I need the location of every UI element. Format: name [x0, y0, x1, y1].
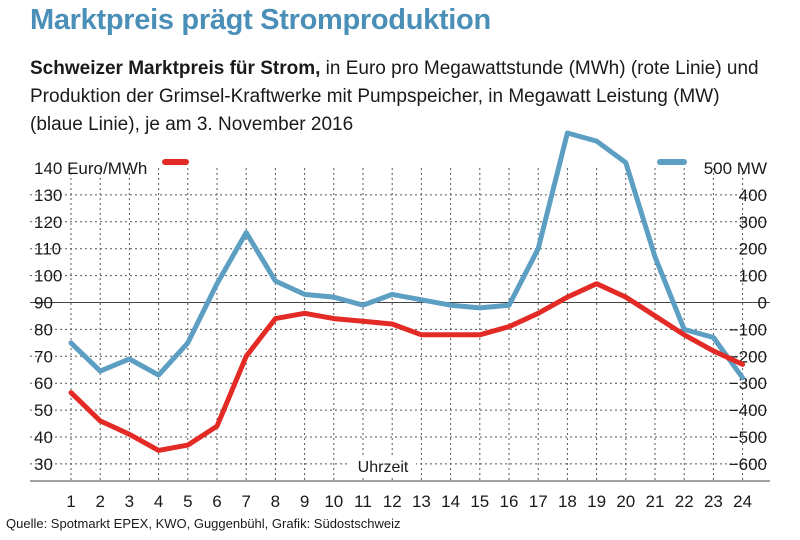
x-tick-label: 5 [183, 492, 192, 511]
x-tick-label: 17 [529, 492, 548, 511]
right-tick-label: −500 [729, 428, 767, 447]
x-tick-label: 3 [125, 492, 134, 511]
left-tick-label: 110 [34, 240, 61, 259]
chart-subtitle: Schweizer Marktpreis für Strom, in Euro … [30, 55, 770, 139]
x-tick-label: 23 [704, 492, 723, 511]
x-tick-label: 10 [324, 492, 343, 511]
x-tick-label: 8 [271, 492, 280, 511]
xlabel-background [350, 455, 416, 477]
chart-title: Marktpreis prägt Stromproduktion [30, 4, 491, 36]
left-tick-label: 90 [34, 294, 53, 313]
price-line-red [68, 281, 746, 453]
left-tick-label: 30 [34, 455, 53, 474]
x-tick-label: 1 [66, 492, 75, 511]
x-axis-label: Uhrzeit [358, 459, 409, 476]
left-tick-label: 70 [34, 347, 53, 366]
left-tick-label: 60 [34, 374, 53, 393]
left-tick-label: 50 [34, 401, 53, 420]
x-tick-label: 22 [675, 492, 694, 511]
left-axis-unit-label: 140 Euro/MWh [34, 159, 147, 178]
x-tick-label: 15 [470, 492, 489, 511]
right-tick-label: −400 [729, 401, 767, 420]
right-tick-label: −600 [729, 455, 767, 474]
subtitle-text: in Euro pro Megawattstunde (MWh) (rote L… [30, 58, 759, 135]
x-tick-label: 4 [154, 492, 163, 511]
left-tick-label: 120 [34, 213, 62, 232]
x-tick-label: 11 [354, 492, 372, 511]
x-tick-label: 20 [616, 492, 635, 511]
x-tick-label: 2 [95, 492, 104, 511]
left-tick-label: 130 [34, 186, 62, 205]
right-axis-unit-label: 500 MW [704, 159, 767, 178]
x-tick-label: 18 [558, 492, 577, 511]
x-tick-label: 7 [241, 492, 250, 511]
x-tick-label: 21 [646, 492, 665, 511]
subtitle-bold: Schweizer Marktpreis für Strom, [30, 58, 321, 79]
right-tick-label: 0 [758, 294, 767, 313]
source-note: Quelle: Spotmarkt EPEX, KWO, Guggenbühl,… [6, 516, 401, 531]
right-tick-label: −100 [729, 320, 767, 339]
left-tick-label: 100 [34, 267, 62, 286]
x-tick-label: 13 [412, 492, 431, 511]
right-tick-label: 200 [739, 240, 767, 259]
x-tick-label: 16 [500, 492, 519, 511]
production-line-blue [68, 130, 746, 381]
right-tick-label: 400 [739, 186, 767, 205]
x-tick-label: 9 [300, 492, 309, 511]
x-tick-label: 14 [441, 492, 460, 511]
left-tick-label: 40 [34, 428, 53, 447]
right-tick-label: 100 [739, 267, 767, 286]
x-tick-label: 19 [587, 492, 606, 511]
x-tick-label: 24 [733, 492, 752, 511]
x-tick-label: 12 [383, 492, 402, 511]
right-tick-label: −300 [729, 374, 767, 393]
right-tick-label: 300 [739, 213, 767, 232]
x-tick-label: 6 [212, 492, 221, 511]
left-tick-label: 80 [34, 320, 53, 339]
